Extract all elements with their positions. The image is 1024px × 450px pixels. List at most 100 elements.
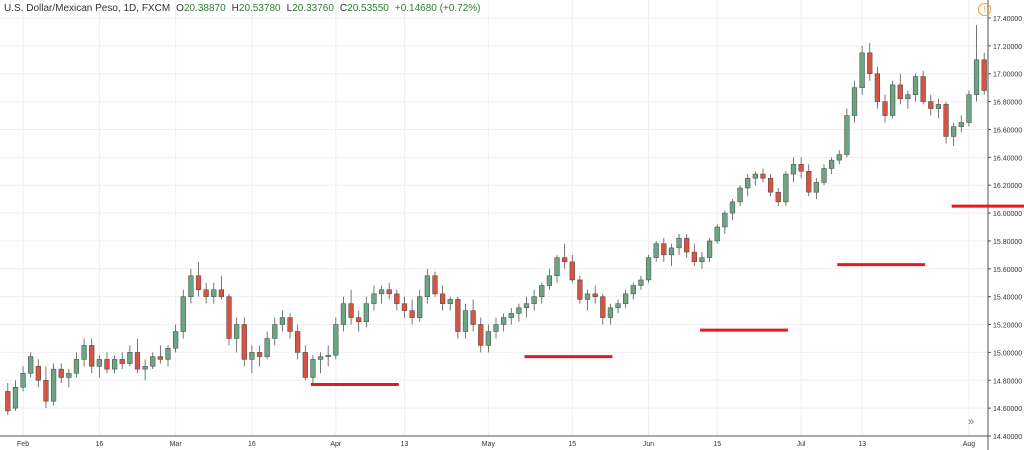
ohlc-open: O20.38870 — [176, 3, 226, 14]
y-tick-label: 16.20000 — [993, 183, 1022, 190]
alert-icon[interactable]: ! — [978, 3, 991, 16]
candle-body — [218, 289, 225, 297]
candle — [348, 289, 354, 325]
candle-body — [661, 243, 667, 256]
candle-body — [592, 293, 598, 297]
candle-body — [562, 257, 568, 263]
candle-body — [905, 94, 911, 100]
candle-body — [691, 251, 697, 263]
chart-legend: U.S. Dollar/Mexican Peso, 1D, FXCM O20.3… — [4, 3, 480, 14]
candle-body — [386, 289, 392, 295]
candle-body — [966, 94, 972, 123]
candle — [256, 345, 263, 367]
candle — [356, 310, 362, 332]
scroll-right-icon[interactable]: » — [967, 416, 975, 428]
candle — [928, 94, 934, 116]
candle-body — [882, 101, 888, 116]
candle-body — [836, 154, 842, 161]
candle-body — [767, 177, 774, 193]
y-tick-label: 16.60000 — [993, 127, 1022, 134]
candle-body — [874, 73, 881, 102]
candle — [226, 293, 232, 346]
candle — [58, 363, 64, 384]
candle-body — [775, 191, 781, 203]
x-tick-label: Jul — [797, 441, 806, 448]
candle — [569, 254, 575, 283]
candle-body — [81, 345, 87, 360]
candle — [150, 352, 156, 370]
candle — [760, 168, 766, 183]
candle-body — [50, 368, 57, 402]
y-tick-label: 14.80000 — [993, 378, 1022, 385]
candle — [790, 157, 797, 183]
candle — [119, 352, 125, 370]
candle — [767, 174, 774, 197]
candle — [554, 254, 560, 283]
candle — [340, 296, 347, 332]
candle-body — [356, 317, 362, 322]
candle — [279, 310, 286, 332]
candle-body — [867, 52, 873, 74]
candle-body — [348, 303, 354, 318]
candle-body — [829, 159, 835, 169]
y-tick-label: 15.80000 — [993, 239, 1022, 246]
candle — [722, 210, 728, 234]
candle — [20, 366, 26, 392]
candle-body — [523, 303, 530, 309]
y-tick-label: 16.80000 — [993, 100, 1022, 107]
x-tick-label: May — [482, 441, 496, 448]
candle — [218, 275, 225, 300]
candle-body — [546, 275, 553, 286]
candle — [28, 352, 34, 378]
candle-body — [981, 59, 987, 91]
candle-body — [645, 257, 652, 281]
candle — [386, 282, 392, 300]
candle-body — [5, 391, 11, 412]
y-tick-label: 17.00000 — [993, 72, 1022, 79]
candle — [775, 187, 781, 207]
y-tick-label: 15.00000 — [993, 350, 1022, 357]
candle-body — [111, 359, 118, 370]
candle-body — [455, 299, 461, 332]
candle — [66, 369, 72, 388]
candle-body — [668, 247, 675, 256]
candle — [638, 275, 644, 290]
candle — [12, 380, 19, 411]
candle-body — [439, 293, 446, 304]
candle-body — [256, 352, 263, 357]
candle — [890, 80, 896, 119]
x-tick-label: 15 — [713, 441, 721, 448]
candle — [973, 24, 980, 102]
candle-body — [653, 243, 659, 258]
candle-body — [28, 356, 34, 374]
candle — [462, 303, 469, 339]
candle-body — [417, 296, 423, 318]
candle — [966, 90, 972, 127]
candle — [43, 366, 49, 409]
candle-body — [821, 168, 827, 183]
candle — [798, 157, 804, 179]
candle-body — [272, 324, 278, 339]
candle-body — [195, 275, 202, 290]
candle — [81, 338, 87, 367]
candle-body — [173, 331, 179, 349]
candle — [287, 313, 293, 339]
candle — [89, 338, 95, 374]
candle-body — [249, 352, 255, 360]
candle-body — [165, 347, 171, 360]
symbol-title: U.S. Dollar/Mexican Peso, 1D, FXCM — [4, 3, 171, 14]
candle — [73, 352, 80, 378]
candle — [943, 101, 949, 144]
candle — [958, 115, 964, 133]
candle-body — [310, 359, 316, 378]
ohlc-close: C20.53550 — [339, 3, 389, 14]
candle — [706, 238, 713, 262]
candle — [508, 307, 514, 325]
candle — [134, 338, 141, 374]
candle — [96, 355, 102, 378]
candle — [676, 233, 682, 255]
candle-body — [226, 296, 232, 339]
candle — [371, 285, 377, 311]
candle — [325, 345, 331, 367]
